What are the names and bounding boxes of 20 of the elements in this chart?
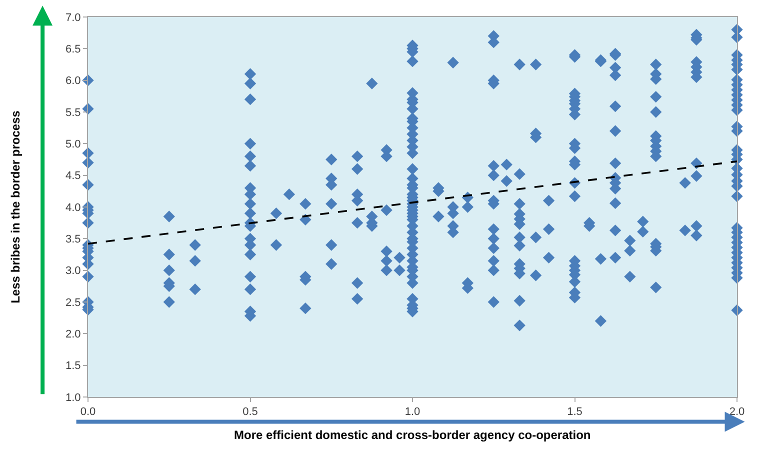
y-tick-label: 1.0 bbox=[66, 392, 81, 404]
y-tick-label: 5.5 bbox=[66, 106, 81, 119]
y-tick-label: 1.5 bbox=[66, 360, 81, 372]
x-tick-label: 0.5 bbox=[242, 406, 258, 418]
y-tick-label: 5.0 bbox=[66, 138, 81, 151]
y-tick-label: 2.0 bbox=[66, 328, 81, 341]
y-tick-label: 4.0 bbox=[66, 202, 81, 214]
y-tick-label: 3.5 bbox=[66, 234, 81, 246]
x-tick-label: 0.0 bbox=[80, 406, 96, 418]
y-tick-label: 7.0 bbox=[66, 12, 81, 24]
x-axis-title: More efficient domestic and cross-border agency co-operation bbox=[234, 428, 591, 442]
x-tick-label: 1.5 bbox=[567, 406, 582, 418]
x-tick-label: 2.0 bbox=[729, 406, 745, 418]
y-tick-label: 2.5 bbox=[66, 296, 81, 309]
y-axis-title: Less bribes in the border process bbox=[8, 110, 22, 304]
y-tick-label: 3.0 bbox=[66, 265, 81, 278]
y-tick-label: 6.0 bbox=[66, 75, 81, 88]
y-tick-label: 6.5 bbox=[66, 44, 81, 56]
x-tick-label: 1.0 bbox=[404, 406, 420, 418]
y-tick-label: 4.5 bbox=[66, 170, 81, 182]
